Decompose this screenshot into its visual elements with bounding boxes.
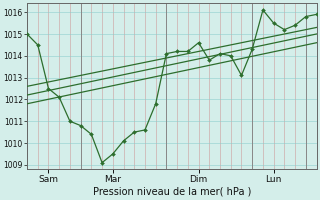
X-axis label: Pression niveau de la mer( hPa ): Pression niveau de la mer( hPa ) — [92, 187, 251, 197]
